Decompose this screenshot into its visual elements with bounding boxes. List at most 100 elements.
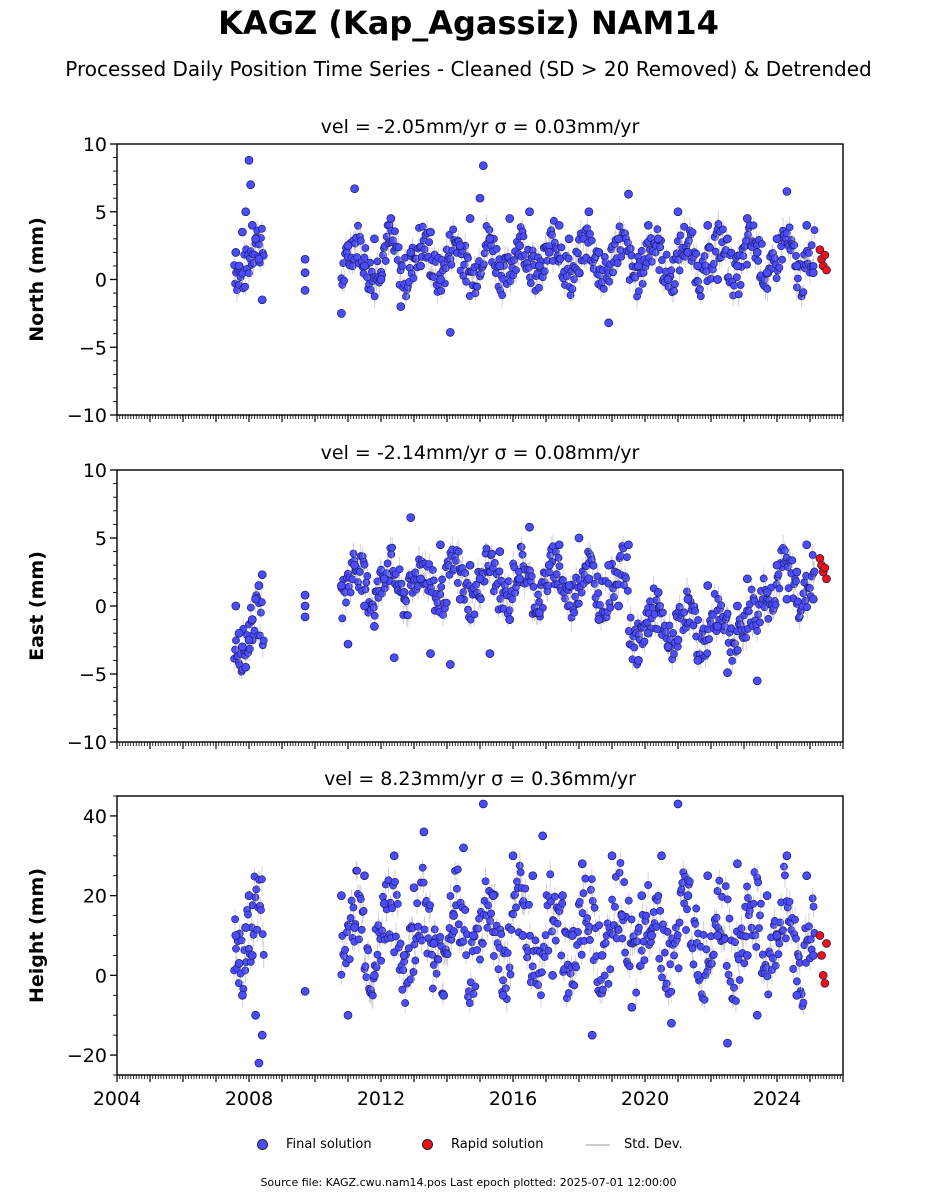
final-point xyxy=(257,224,266,233)
final-point xyxy=(806,935,815,944)
final-point xyxy=(799,998,808,1007)
final-point xyxy=(809,902,818,911)
final-point xyxy=(694,277,702,286)
final-point xyxy=(725,914,734,923)
final-point xyxy=(621,948,629,957)
final-point xyxy=(505,963,514,972)
final-point xyxy=(700,252,709,260)
final-point xyxy=(666,960,675,969)
final-point xyxy=(594,589,603,598)
final-point xyxy=(733,646,742,655)
final-point xyxy=(486,917,495,925)
final-point xyxy=(622,574,630,583)
rapid-point xyxy=(822,939,831,948)
final-point xyxy=(640,637,649,646)
final-point xyxy=(688,228,697,237)
final-point xyxy=(562,272,571,281)
final-point xyxy=(357,925,366,934)
final-point xyxy=(570,608,579,617)
final-point xyxy=(507,925,516,934)
final-point xyxy=(693,261,703,271)
final-point xyxy=(756,911,764,920)
final-point xyxy=(498,990,508,1000)
final-point xyxy=(445,327,455,337)
final-point xyxy=(808,594,818,604)
final-point xyxy=(459,588,468,596)
final-point xyxy=(703,581,713,590)
final-point xyxy=(634,261,643,271)
final-point xyxy=(388,904,397,913)
final-point xyxy=(617,252,626,261)
final-point xyxy=(739,252,748,260)
final-point xyxy=(673,207,683,217)
final-point xyxy=(772,931,782,940)
rapid-point xyxy=(822,265,831,275)
final-point xyxy=(461,569,470,578)
final-point xyxy=(368,991,377,1000)
final-point xyxy=(506,970,515,979)
final-point xyxy=(505,615,515,624)
final-point xyxy=(808,551,817,559)
final-point xyxy=(732,273,741,282)
final-point xyxy=(232,636,240,645)
final-point xyxy=(568,285,577,293)
final-point xyxy=(649,908,658,917)
final-point xyxy=(465,560,475,570)
final-point xyxy=(802,871,812,881)
final-point xyxy=(426,649,435,658)
xtick-label: 2004 xyxy=(93,1088,141,1110)
final-point xyxy=(752,943,761,951)
final-point xyxy=(780,862,788,871)
final-point xyxy=(635,923,643,932)
final-point xyxy=(349,549,358,558)
final-point xyxy=(540,953,549,961)
final-point xyxy=(808,268,818,278)
rapid-point xyxy=(820,978,830,988)
final-point xyxy=(471,289,480,298)
final-point xyxy=(548,927,556,936)
final-point xyxy=(713,275,722,284)
final-point xyxy=(465,214,475,223)
final-point xyxy=(616,246,625,254)
final-point xyxy=(730,983,738,992)
final-point xyxy=(755,924,763,933)
final-point xyxy=(258,930,267,939)
final-point xyxy=(553,919,562,928)
final-point xyxy=(604,318,614,328)
final-point xyxy=(715,876,724,885)
final-point xyxy=(624,540,633,550)
ytick-label: 0 xyxy=(95,965,107,987)
final-point xyxy=(459,843,468,853)
final-point xyxy=(231,248,241,257)
final-point xyxy=(699,930,708,939)
final-point xyxy=(723,1038,732,1048)
final-point xyxy=(459,937,468,946)
final-point xyxy=(558,899,567,908)
final-point xyxy=(446,892,455,900)
final-point xyxy=(527,572,536,581)
panel-title-north: vel = -2.05mm/yr σ = 0.03mm/yr xyxy=(321,116,640,138)
final-point xyxy=(677,885,686,894)
ytick-label: 0 xyxy=(95,596,107,618)
final-point xyxy=(257,608,265,617)
final-point xyxy=(464,605,472,614)
final-point xyxy=(449,225,458,234)
final-point xyxy=(558,891,567,900)
final-point xyxy=(519,232,528,241)
final-point xyxy=(792,567,802,577)
final-point xyxy=(637,891,647,900)
final-point xyxy=(370,611,379,620)
final-point xyxy=(705,635,714,644)
final-point xyxy=(386,214,396,223)
final-point xyxy=(611,903,619,911)
final-point xyxy=(252,885,261,894)
final-point xyxy=(241,923,251,932)
final-point xyxy=(341,945,349,954)
final-point xyxy=(234,261,244,271)
stddev-line-icon xyxy=(586,1143,610,1146)
final-point xyxy=(703,871,713,881)
final-point xyxy=(381,257,390,265)
final-point xyxy=(790,241,799,250)
final-point xyxy=(772,560,782,570)
final-point xyxy=(764,615,773,623)
